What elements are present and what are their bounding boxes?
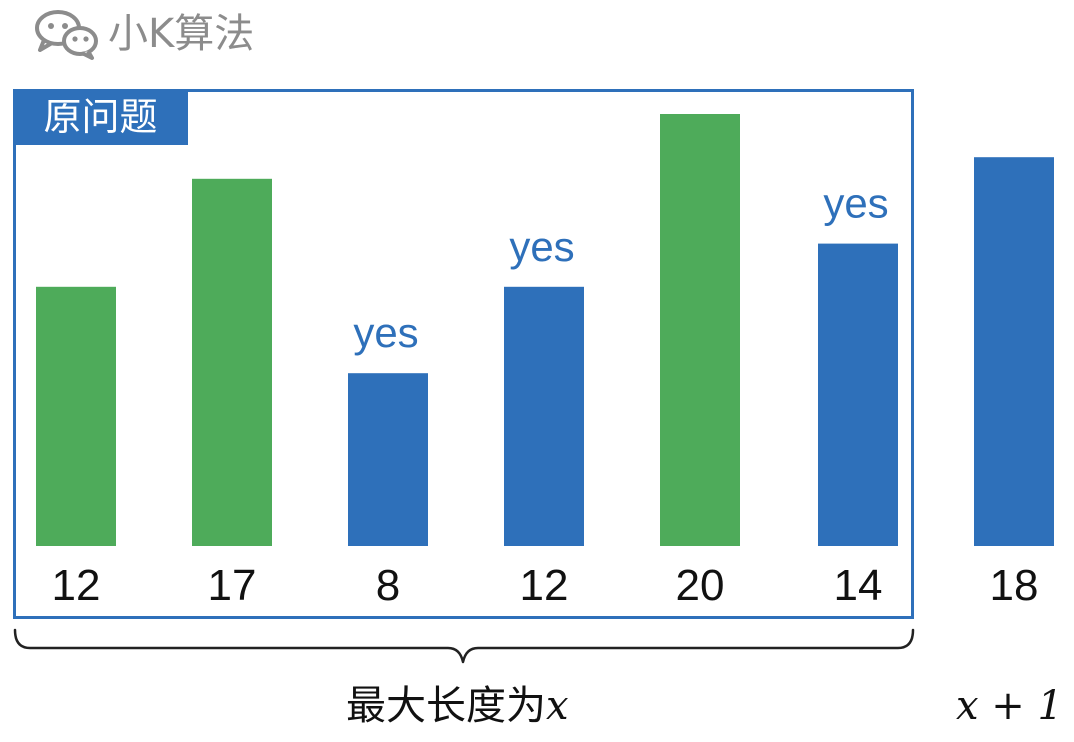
max-length-text: 最大长度为 [346,683,546,729]
wechat-icon [35,10,98,60]
watermark-text: 小K算法 [108,11,255,57]
bar-1 [36,286,116,546]
next-length-label: x + 1 [956,676,1063,736]
max-length-variable: x [546,683,569,729]
bar-6 [818,243,898,546]
watermark: 小K算法 [32,6,254,62]
max-length-label: 最大长度为x [346,676,569,736]
bar-value-label: 20 [676,561,725,610]
bar-value-label: 14 [834,561,883,610]
bar-value-label: 12 [520,561,569,610]
bar-3 [348,373,428,546]
bar-5 [660,114,740,546]
bar-value-label: 8 [376,561,400,610]
next-length-expression: x + 1 [956,683,1063,729]
bar-value-label: 18 [990,561,1039,610]
original-problem-tag: 原问题 [13,89,188,145]
range-brace [13,628,915,664]
bar-4 [504,286,584,546]
bar-2 [192,178,272,547]
bar-yes-label: yes [823,180,888,227]
bar-7 [974,157,1054,546]
original-problem-frame [13,89,914,619]
bar-value-label: 17 [208,561,257,610]
bar-yes-label: yes [509,223,574,270]
bar-value-label: 12 [52,561,101,610]
bar-yes-label: yes [353,309,418,356]
